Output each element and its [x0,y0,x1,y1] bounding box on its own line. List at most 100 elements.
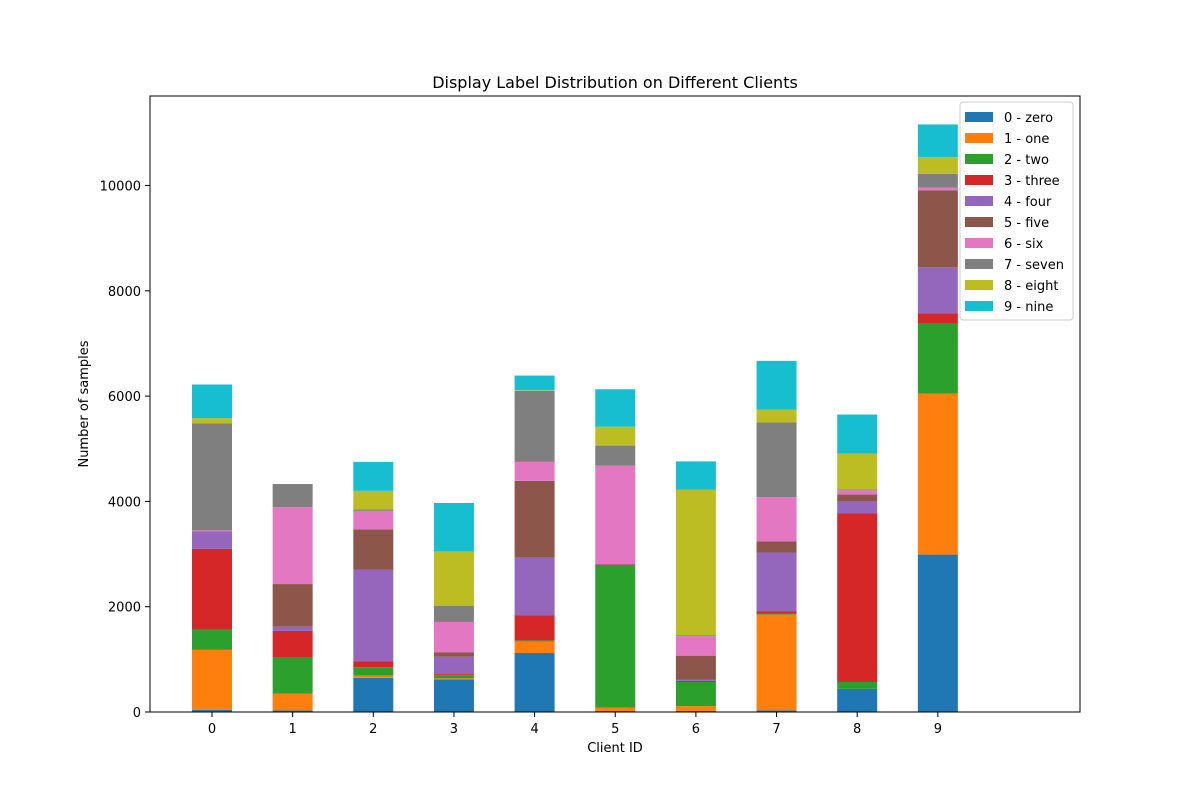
x-tick-label: 8 [853,722,861,737]
bar-segment-client-4-label-2 [514,640,555,642]
legend: 0 - zero 1 - one 2 - two 3 - three 4 - four 5… [959,101,1074,321]
bar-segment-client-7-label-8 [756,409,797,423]
bar-segment-client-2-label-9 [353,461,394,491]
bar-segment-client-4-label-0 [514,653,555,712]
bar-segment-client-5-label-8 [595,426,636,446]
bar-segment-client-3-label-8 [433,551,474,606]
bar-segment-client-9-label-9 [917,124,958,158]
bar-segment-client-7-label-2 [756,613,797,615]
legend-label: 7 - seven [1004,258,1064,273]
bar-segment-client-6-label-9 [675,461,716,490]
bar-segment-client-3-label-0 [433,679,474,712]
bar-segment-client-0-label-8 [192,418,232,424]
bar-segment-client-3-label-6 [433,621,474,653]
legend-swatch [965,217,993,227]
bar-segment-client-8-label-5 [837,494,878,502]
x-axis-label: Client ID [587,741,643,756]
legend-label: 5 - five [1004,216,1049,231]
x-tick-label: 5 [611,722,619,737]
y-tick-label: 6000 [108,390,141,405]
legend-swatch [965,238,993,248]
bar-segment-client-5-label-9 [595,389,636,427]
bar-segment-client-3-label-1 [433,678,474,680]
bar-segment-client-0-label-9 [192,384,232,419]
legend-label: 3 - three [1004,174,1060,189]
bar-segment-client-3-label-9 [433,502,474,552]
bar-segment-client-8-label-0 [837,688,878,712]
bar-segment-client-2-label-5 [353,529,394,570]
chart-title: Display Label Distribution on Different … [432,73,798,92]
bar-segment-client-8-label-8 [837,453,878,490]
bar-segment-client-2-label-0 [353,677,394,712]
bar-segment-client-8-label-3 [837,513,878,682]
bar-segment-client-2-label-2 [353,667,394,676]
bar-segment-client-2-label-7 [353,509,394,511]
bar-segment-client-9-label-1 [917,393,958,555]
bar-segment-client-6-label-6 [675,636,716,656]
legend-swatch [965,280,993,290]
x-tick-label: 9 [934,722,942,737]
bar-segment-client-7-label-5 [756,541,797,553]
bar-segment-client-4-label-8 [514,390,555,391]
x-tick-label: 2 [369,722,377,737]
y-tick-label: 10000 [100,180,141,195]
bar-segment-client-4-label-3 [514,615,555,641]
legend-swatch [965,133,993,143]
x-tick-label: 7 [772,722,780,737]
x-tick-label: 0 [208,722,216,737]
bar-segment-client-8-label-4 [837,501,878,514]
bar-segment-client-6-label-0 [675,710,716,712]
bar-segment-client-6-label-7 [675,635,716,637]
bar-segment-client-6-label-1 [675,706,716,711]
bar-segment-client-5-label-7 [595,445,636,466]
bar-segment-client-6-label-5 [675,655,716,680]
axes-group: 0 1 2 3 4 5 6 7 8 9 0 2000 4000 6000 8000 10000 [100,180,942,737]
y-tick-label: 2000 [108,601,141,616]
bar-segment-client-1-label-6 [272,507,313,585]
y-axis-label: Number of samples [77,340,92,467]
x-tick-label: 1 [289,722,297,737]
bar-segment-client-7-label-1 [756,614,797,711]
bar-segment-client-9-label-8 [917,157,958,174]
bar-segment-client-5-label-3 [595,564,636,566]
bar-segment-client-0-label-3 [192,548,232,630]
x-tick-label: 3 [450,722,458,737]
bar-segment-client-7-label-0 [756,710,797,712]
legend-label: 2 - two [1004,153,1049,168]
bars-group [192,124,958,712]
bar-segment-client-9-label-4 [917,267,958,314]
bar-segment-client-2-label-8 [353,490,394,510]
bar-segment-client-7-label-4 [756,552,797,612]
bar-segment-client-5-label-4 [595,564,636,565]
bar-segment-client-1-label-5 [272,584,313,627]
bar-segment-client-3-label-4 [433,656,474,675]
x-tick-label: 6 [692,722,700,737]
bar-segment-client-1-label-3 [272,630,313,658]
legend-label: 9 - nine [1004,300,1053,315]
bar-segment-client-0-label-4 [192,531,232,549]
y-tick-label: 4000 [108,495,141,510]
bar-segment-client-7-label-7 [756,422,797,498]
bar-segment-client-0-label-1 [192,649,232,710]
bar-segment-client-8-label-6 [837,490,878,495]
bar-segment-client-4-label-6 [514,461,555,481]
bar-segment-client-4-label-5 [514,480,555,558]
bar-segment-client-6-label-8 [675,489,716,636]
legend-swatch [965,301,993,311]
bar-segment-client-1-label-0 [272,710,313,712]
bar-segment-client-8-label-9 [837,414,878,454]
bar-segment-client-4-label-4 [514,557,555,616]
bar-segment-client-5-label-2 [595,565,636,708]
bar-segment-client-3-label-2 [433,675,474,679]
legend-swatch [965,112,993,122]
y-tick-label: 8000 [108,285,141,300]
bar-segment-client-2-label-1 [353,675,394,678]
bar-segment-client-0-label-5 [192,531,232,532]
bar-segment-client-8-label-2 [837,681,878,689]
bar-segment-client-9-label-3 [917,313,958,324]
legend-swatch [965,154,993,164]
bar-segment-client-6-label-3 [675,680,716,682]
bar-segment-client-4-label-7 [514,390,555,462]
bar-segment-client-1-label-2 [272,657,313,694]
